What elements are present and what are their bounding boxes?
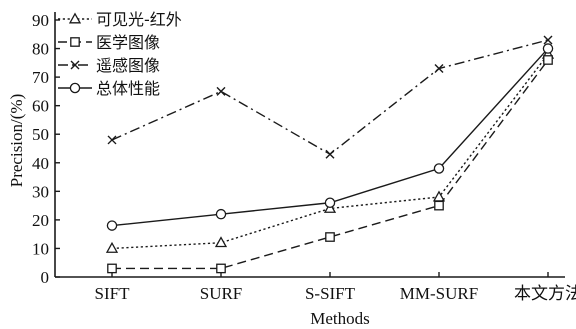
y-tick-label: 20 [32,211,49,230]
axes: 0 10 20 30 40 50 60 70 80 90 SIFT SURF S-SIFT MM-SURF… [32,11,576,303]
data-point [543,55,553,65]
series-line [111,53,549,250]
data-point [214,236,228,248]
y-tick-label: 70 [32,68,49,87]
data-point [216,86,226,96]
data-point [433,163,445,174]
y-tick-label: 50 [32,125,49,144]
data-point [325,149,335,159]
data-point [325,232,335,242]
data-point [107,263,117,274]
legend-label: 遥感图像 [96,56,160,75]
y-tick-label: 60 [32,97,49,116]
legend-marker [69,82,81,94]
y-tick-label: 30 [32,182,49,201]
data-point [543,35,553,45]
legend-item: 可见光-红外 [58,10,182,29]
legend-marker [68,12,82,24]
legend-label: 可见光-红外 [96,10,182,29]
y-tick-label: 10 [32,239,49,258]
y-tick-label: 0 [41,268,50,287]
x-tick-label: SIFT [95,284,131,303]
legend-label: 医学图像 [96,33,160,52]
data-point [542,43,554,54]
data-point [434,64,444,74]
series-layer [105,35,555,274]
series-x [107,35,553,159]
series-square [107,55,553,274]
legend-marker [70,60,80,70]
y-tick-label: 40 [32,154,49,173]
y-tick-label: 90 [32,11,49,30]
y-axis-label: Precision/(%) [7,94,26,187]
legend-marker [70,37,80,47]
series-line [112,59,549,270]
x-tick-label: MM-SURF [400,284,478,303]
series-circle [106,43,554,231]
data-point [105,241,119,253]
data-point [107,135,117,145]
x-tick-label: 本文方法 [514,284,576,303]
data-point [216,263,226,274]
x-axis-label: Methods [310,309,370,328]
x-tick-label: SURF [200,284,243,303]
data-point [106,220,118,231]
legend-item: 总体性能 [58,79,160,98]
data-point [215,208,227,220]
data-point [324,197,336,209]
legend-item: 医学图像 [58,33,160,52]
x-tick-label: S-SIFT [305,284,356,303]
data-point [434,200,444,211]
series-line [111,39,549,156]
y-tick-label: 80 [32,40,49,59]
legend-label: 总体性能 [96,79,160,98]
series-triangle [105,47,555,253]
legend-item: 遥感图像 [58,56,160,75]
